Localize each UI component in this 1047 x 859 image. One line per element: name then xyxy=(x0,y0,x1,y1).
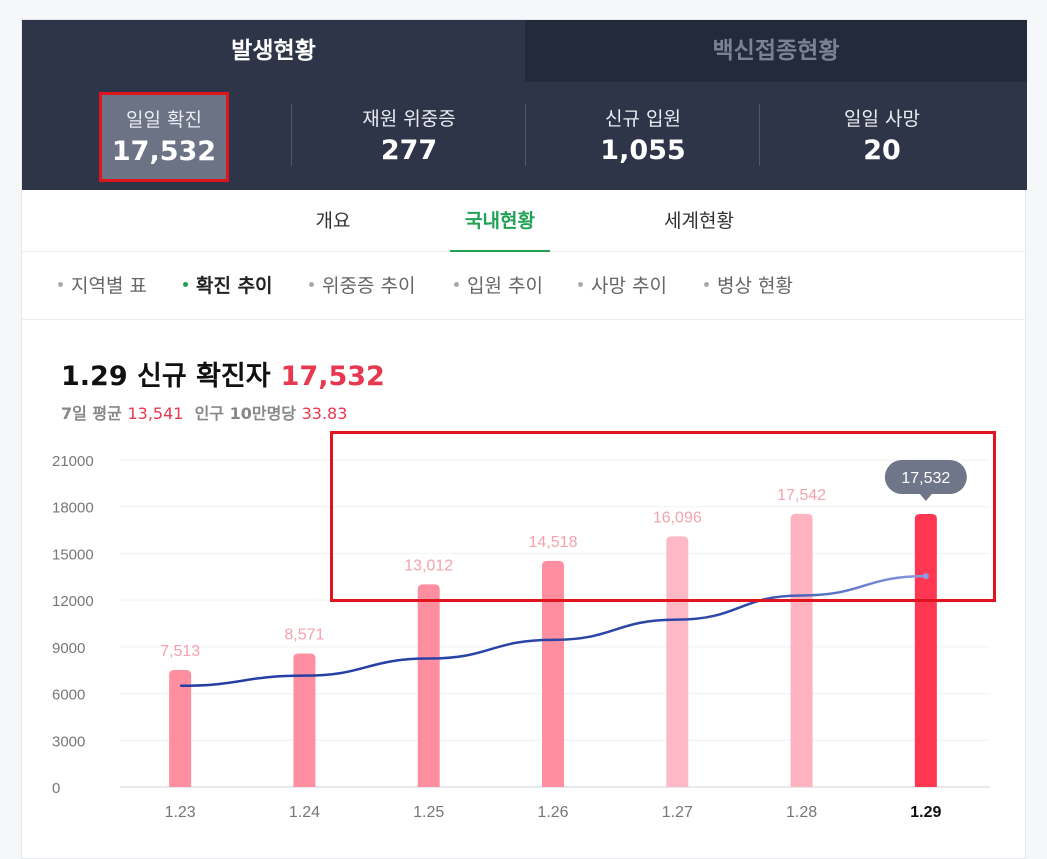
bullet-icon xyxy=(183,282,188,287)
stat-daily-confirmed[interactable]: 일일 확진 17,532 xyxy=(99,92,229,182)
y-tick-label: 21000 xyxy=(52,453,94,470)
bar xyxy=(790,513,813,787)
x-tick-label: 1.24 xyxy=(289,804,320,821)
chart-title: 1.29 신규 확진자 17,532 xyxy=(61,354,385,393)
stat-daily-death[interactable]: 일일 사망 20 xyxy=(782,92,982,182)
y-tick-label: 15000 xyxy=(52,546,94,563)
chip-bed-status[interactable]: 병상 현황 xyxy=(704,252,793,320)
chip-region-table[interactable]: 지역별 표 xyxy=(58,252,147,320)
stat-label: 일일 확진 xyxy=(126,109,202,131)
per-capita-value: 33.83 xyxy=(301,404,348,423)
x-tick-label: 1.23 xyxy=(165,804,196,821)
chip-label: 지역별 표 xyxy=(71,275,147,297)
tab-outbreak-status[interactable]: 발생현황 xyxy=(22,20,525,82)
confirmed-trend-chart: 21000 18000 15000 12000 9000 6000 3000 0 7,513 1.… xyxy=(52,453,990,821)
annotation-highlight-box xyxy=(330,431,996,602)
y-tick-label: 6000 xyxy=(52,687,85,704)
tooltip-pointer xyxy=(919,494,932,501)
stat-value: 17,532 xyxy=(111,136,217,167)
bullet-icon xyxy=(58,282,63,287)
divider xyxy=(291,104,292,166)
divider xyxy=(525,104,526,166)
bar xyxy=(169,670,192,787)
bar xyxy=(914,514,937,787)
chip-label: 병상 현황 xyxy=(717,275,793,297)
chart-subtitle: 7일 평균 13,541 인구 10만명당 33.83 xyxy=(61,400,347,424)
chip-death-trend[interactable]: 사망 추이 xyxy=(578,252,667,320)
bar-value-label: 7,513 xyxy=(160,643,200,660)
y-tick-label: 3000 xyxy=(52,733,85,750)
bullet-icon xyxy=(309,282,314,287)
avg-line-end-point xyxy=(922,573,929,580)
chip-confirmed-trend[interactable]: 확진 추이 xyxy=(183,252,273,320)
bar-value-label: 14,518 xyxy=(529,534,578,551)
avg-line xyxy=(180,574,926,688)
x-tick-label: 1.28 xyxy=(786,804,817,821)
chip-label: 사망 추이 xyxy=(591,275,667,297)
per-capita-label: 인구 10만명당 xyxy=(194,404,297,423)
stat-value: 20 xyxy=(863,135,901,166)
chip-label: 확진 추이 xyxy=(196,275,273,297)
stat-new-admission[interactable]: 신규 입원 1,055 xyxy=(543,92,743,182)
chip-admission-trend[interactable]: 입원 추이 xyxy=(454,252,543,320)
bar-value-label: 17,542 xyxy=(777,487,826,504)
tooltip-text: 17,532 xyxy=(901,470,950,487)
x-tick-label: 1.29 xyxy=(910,804,941,821)
divider xyxy=(759,104,760,166)
x-tick-label: 1.27 xyxy=(662,804,693,821)
tab-overview[interactable]: 개요 xyxy=(315,210,351,232)
bar-value-label: 8,571 xyxy=(284,627,324,644)
x-tick-label: 1.26 xyxy=(537,804,568,821)
stat-label: 일일 사망 xyxy=(844,108,920,130)
chart-title-value: 17,532 xyxy=(280,361,385,392)
stat-value: 1,055 xyxy=(600,135,686,166)
tooltip-bubble xyxy=(884,460,967,494)
tab-world[interactable]: 세계현황 xyxy=(664,210,734,232)
bar-value-label: 13,012 xyxy=(404,557,453,574)
bar xyxy=(542,560,564,787)
avg-value: 13,541 xyxy=(127,404,184,423)
status-header: 발생현황 백신접종현황 일일 확진 17,532 재원 위중증 277 신규 입… xyxy=(22,20,1027,190)
bar xyxy=(293,653,316,787)
y-tick-label: 18000 xyxy=(52,500,94,517)
tab-vaccination-status[interactable]: 백신접종현황 xyxy=(525,20,1027,82)
chip-label: 입원 추이 xyxy=(467,275,543,297)
sub-tab-bar: 개요 국내현황 세계현황 xyxy=(22,190,1027,252)
avg-label: 7일 평균 xyxy=(61,404,122,423)
stat-value: 277 xyxy=(380,135,438,166)
chip-label: 위중증 추이 xyxy=(322,275,416,297)
x-tick-label: 1.25 xyxy=(413,804,444,821)
chart-title-text: 1.29 신규 확진자 xyxy=(61,361,271,392)
stat-label: 재원 위중증 xyxy=(362,108,456,130)
covid-status-card: 발생현황 백신접종현황 일일 확진 17,532 재원 위중증 277 신규 입… xyxy=(21,19,1027,859)
y-tick-label: 0 xyxy=(52,780,60,797)
bullet-icon xyxy=(454,282,459,287)
bullet-icon xyxy=(578,282,583,287)
tab-domestic[interactable]: 국내현황 xyxy=(450,190,550,252)
bar-value-label: 16,096 xyxy=(653,509,702,526)
bullet-icon xyxy=(704,282,709,287)
bar xyxy=(417,584,440,787)
y-tick-label: 9000 xyxy=(52,640,85,657)
chip-critical-trend[interactable]: 위중증 추이 xyxy=(309,252,415,320)
chart-filter-bar: 지역별 표 확진 추이 위중증 추이 입원 추이 사망 추이 병상 현황 xyxy=(22,252,1027,320)
stat-critical[interactable]: 재원 위중증 277 xyxy=(309,92,509,182)
y-tick-label: 12000 xyxy=(52,593,94,610)
stat-label: 신규 입원 xyxy=(605,108,681,130)
